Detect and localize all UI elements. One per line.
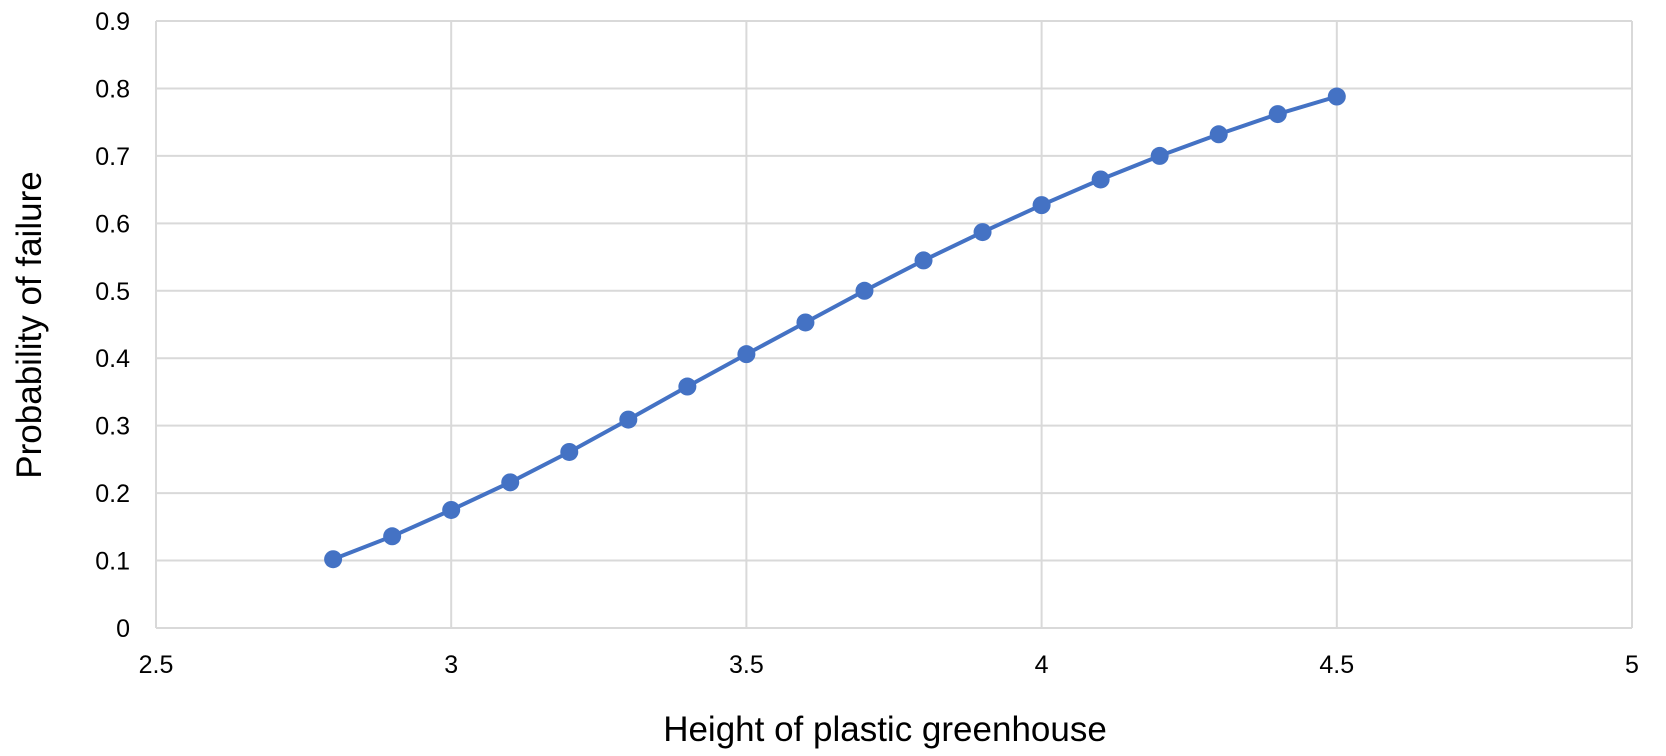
data-point — [1327, 87, 1346, 106]
y-axis-title: Probability of failure — [10, 171, 49, 478]
x-axis-title: Height of plastic greenhouse — [663, 710, 1107, 749]
x-tick-label: 3 — [444, 651, 458, 679]
data-point — [914, 251, 933, 270]
tick-label-layer: 0 0.1 0.2 0.3 0.4 0.5 0.6 0.7 0.8 0.9 2.5 3 3.5 4 4.5 5 — [95, 8, 1639, 679]
data-point — [560, 442, 579, 461]
data-point — [1032, 196, 1051, 215]
data-point — [973, 223, 992, 242]
y-tick-label: 0.6 — [95, 210, 130, 238]
y-tick-label: 0.3 — [95, 413, 130, 441]
y-tick-label: 0.2 — [95, 480, 130, 508]
x-tick-label: 4.5 — [1319, 651, 1354, 679]
x-tick-label: 4 — [1035, 651, 1049, 679]
y-tick-label: 0 — [116, 615, 130, 643]
data-point — [619, 410, 638, 429]
data-point — [737, 345, 756, 364]
data-point — [442, 500, 461, 519]
y-tick-label: 0.5 — [95, 278, 130, 306]
data-point — [383, 527, 402, 546]
y-tick-label: 0.4 — [95, 345, 130, 373]
y-tick-label: 0.8 — [95, 75, 130, 103]
x-tick-label: 2.5 — [139, 651, 174, 679]
data-point — [1150, 146, 1169, 165]
x-tick-label: 5 — [1625, 651, 1639, 679]
data-point — [1268, 105, 1287, 124]
data-point — [678, 377, 697, 396]
data-point — [1209, 125, 1228, 144]
data-point — [324, 550, 343, 569]
axis-layer — [155, 21, 1632, 629]
series-line — [331, 94, 1339, 562]
data-point — [796, 313, 815, 332]
data-series — [324, 87, 1346, 569]
y-tick-label: 0.1 — [95, 548, 130, 576]
data-point — [855, 281, 874, 300]
x-tick-label: 3.5 — [729, 651, 764, 679]
y-tick-label: 0.7 — [95, 143, 130, 171]
data-point — [1091, 170, 1110, 189]
grid-layer — [156, 20, 1633, 628]
data-point — [501, 473, 520, 492]
y-tick-label: 0.9 — [95, 8, 130, 36]
series-layer — [324, 87, 1346, 569]
